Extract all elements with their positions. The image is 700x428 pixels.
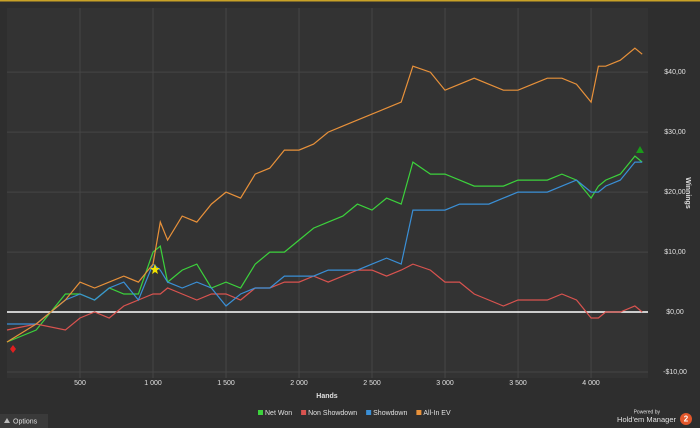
- y-tick-label: $30,00: [664, 129, 686, 136]
- legend-label: Showdown: [373, 410, 407, 417]
- options-button[interactable]: [0, 414, 48, 428]
- x-tick-label: 1 000: [144, 380, 162, 387]
- legend-swatch: [258, 410, 263, 415]
- x-tick-label: 4 000: [582, 380, 600, 387]
- series-line: [6, 263, 643, 331]
- options-label[interactable]: Options: [13, 418, 38, 425]
- legend-swatch: [366, 410, 372, 415]
- powered-by: Powered by: [634, 409, 661, 415]
- series-line: [7, 161, 643, 325]
- series-line: [6, 155, 643, 343]
- badge-label: 2: [684, 415, 689, 424]
- y-tick-label: -$10,00: [663, 369, 687, 376]
- series-line: [6, 47, 643, 343]
- lines: [6, 47, 643, 343]
- x-tick-label: 2 000: [290, 380, 308, 387]
- x-tick-label: 500: [74, 380, 86, 387]
- x-tick-label: 2 500: [363, 380, 381, 387]
- y-tick-label: $40,00: [664, 69, 686, 76]
- x-tick-label: 3 000: [436, 380, 454, 387]
- badge: [680, 413, 692, 425]
- best-marker: [150, 264, 160, 274]
- legend-label: Non Showdown: [308, 410, 357, 417]
- max-marker: [636, 146, 644, 153]
- legend: Net Won Non Showdown Showdown All-In EV: [258, 410, 451, 417]
- options-icon: [4, 418, 10, 423]
- x-tick-label: 1 500: [217, 380, 235, 387]
- legend-swatch: [301, 410, 307, 415]
- y-tick-label: $10,00: [664, 249, 686, 256]
- y-tick-label: $20,00: [664, 189, 686, 196]
- x-tick-label: 3 500: [509, 380, 527, 387]
- y-axis-label: Winnings: [684, 177, 691, 209]
- legend-label: All-In EV: [423, 410, 451, 417]
- x-axis-label: Hands: [316, 393, 338, 400]
- top-border: [0, 0, 700, 2]
- plot-area: [7, 8, 648, 378]
- min-marker: [10, 345, 16, 353]
- legend-label: Net Won: [265, 410, 292, 417]
- legend-swatch: [416, 410, 422, 415]
- grid: [7, 8, 648, 378]
- brand: Hold'em Manager: [617, 415, 676, 424]
- y-tick-label: $0,00: [666, 309, 684, 316]
